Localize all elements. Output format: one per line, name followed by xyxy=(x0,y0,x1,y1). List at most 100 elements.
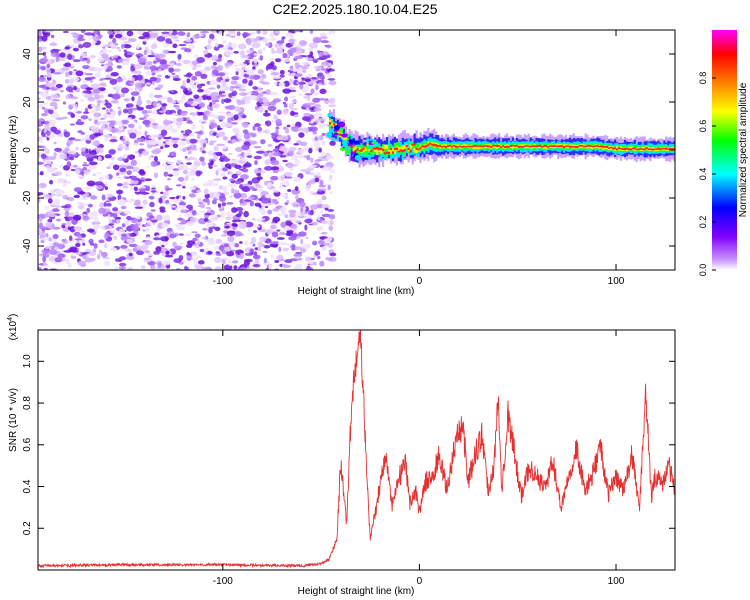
spectrogram-noise-cell xyxy=(284,221,293,226)
spectrogram-noise-cell xyxy=(276,109,282,115)
spectrogram-noise-cell xyxy=(184,175,189,182)
spectrogram-noise-cell xyxy=(106,193,114,198)
spectrogram-noise-cell xyxy=(42,256,46,263)
spectrogram-noise-cell xyxy=(270,37,276,42)
spectrogram-noise-cell xyxy=(77,118,82,124)
spectrogram-noise-cell xyxy=(152,70,159,74)
spectrogram-noise-cell xyxy=(95,147,104,154)
spectrogram-noise-cell xyxy=(221,92,229,96)
spectrogram-band-cell xyxy=(429,142,432,145)
spectrogram-noise-cell xyxy=(118,125,124,132)
spectrogram-noise-cell xyxy=(130,159,138,166)
spectrogram-noise-cell xyxy=(99,202,105,208)
spectrogram-noise-cell xyxy=(328,225,334,231)
spectrogram-noise-cell xyxy=(187,150,192,155)
spectrogram-noise-cell xyxy=(225,33,231,37)
spectrogram-noise-cell xyxy=(46,63,51,69)
spectrogram-band-cell xyxy=(327,113,332,118)
spectrogram-noise-cell xyxy=(212,61,217,66)
spectrogram-noise-cell xyxy=(216,84,221,89)
spectrogram-band-cell xyxy=(362,147,365,150)
spectrogram-noise-cell xyxy=(213,46,220,51)
spectrogram-noise-cell xyxy=(302,70,307,73)
spectrogram-noise-cell xyxy=(252,264,261,268)
spectrogram-noise-cell xyxy=(47,119,57,126)
spectrogram-noise-cell xyxy=(231,223,238,227)
spectrogram-noise-cell xyxy=(181,180,186,187)
spectrogram-noise-cell xyxy=(102,46,106,49)
spectrogram-noise-cell xyxy=(65,86,74,92)
spectrogram-noise-cell xyxy=(186,252,191,256)
spectrogram-noise-cell xyxy=(165,38,172,44)
spectrogram-noise-cell xyxy=(254,131,263,135)
spectrogram-xtick-label: -100 xyxy=(213,276,233,287)
spectrogram-noise-cell xyxy=(145,60,149,67)
spectrogram-noise-cell xyxy=(80,131,85,135)
spectrogram-band-cell xyxy=(333,125,341,131)
spectrogram-noise-cell xyxy=(187,156,196,161)
spectrogram-noise-cell xyxy=(98,207,106,215)
spectrogram-noise-cell xyxy=(253,230,258,233)
spectrogram-noise-cell xyxy=(327,208,335,212)
spectrogram-noise-cell xyxy=(114,42,119,46)
spectrogram-noise-cell xyxy=(259,92,264,96)
spectrogram-noise-cell xyxy=(45,80,49,84)
spectrogram-noise-cell xyxy=(53,141,57,145)
spectrogram-band-cell xyxy=(667,148,670,150)
spectrogram-noise-cell xyxy=(172,168,180,171)
spectrogram-noise-cell xyxy=(139,241,145,244)
spectrogram-band-cell xyxy=(651,148,654,151)
spectrogram-band-cell xyxy=(356,148,359,151)
spectrogram-noise-cell xyxy=(197,88,205,93)
spectrogram-band-cell xyxy=(341,140,350,146)
spectrogram-noise-cell xyxy=(75,70,84,77)
spectrogram-noise-cell xyxy=(162,191,169,197)
snr-ytick-label: 1.0 xyxy=(22,354,33,368)
spectrogram-noise-cell xyxy=(274,81,278,86)
spectrogram-noise-cell xyxy=(243,133,251,140)
spectrogram-band-cell xyxy=(349,141,354,144)
spectrogram-noise-cell xyxy=(121,93,126,98)
spectrogram-noise-cell xyxy=(240,220,245,224)
spectrogram-band-cell xyxy=(592,145,595,148)
spectrogram-noise-cell xyxy=(169,230,175,235)
spectrogram-noise-cell xyxy=(239,62,244,66)
spectrogram-noise-cell xyxy=(294,159,301,165)
spectrogram-band-cell xyxy=(338,126,341,135)
spectrogram-noise-cell xyxy=(294,246,302,250)
spectrogram-noise-cell xyxy=(241,83,246,90)
spectrogram-noise-cell xyxy=(295,194,299,200)
spectrogram-band-cell xyxy=(631,147,634,150)
spectrogram-band-cell xyxy=(625,147,629,150)
spectrogram-noise-cell xyxy=(169,151,177,157)
spectrogram-noise-cell xyxy=(78,230,87,233)
spectrogram-noise-cell xyxy=(223,243,230,248)
spectrogram-band-cell xyxy=(596,144,599,147)
spectrogram-noise-cell xyxy=(165,250,170,255)
spectrogram-noise-cell xyxy=(41,92,49,98)
spectrogram-noise-cell xyxy=(81,170,85,176)
spectrogram-noise-cell xyxy=(38,152,41,159)
spectrogram-noise-cell xyxy=(322,242,330,246)
spectrogram-band-cell xyxy=(657,147,660,150)
spectrogram-noise-cell xyxy=(83,161,87,165)
spectrogram-noise-cell xyxy=(44,245,52,249)
spectrogram-noise-cell xyxy=(85,148,89,154)
spectrogram-noise-cell xyxy=(163,171,169,177)
spectrogram-noise-cell xyxy=(136,138,146,143)
spectrogram-noise-cell xyxy=(249,200,254,207)
spectrogram-noise-cell xyxy=(50,34,55,39)
spectrogram-band-cell xyxy=(480,145,483,147)
spectrogram-noise-cell xyxy=(191,210,197,216)
spectrogram-band-cell xyxy=(387,140,391,152)
spectrogram-noise-cell xyxy=(70,113,76,118)
spectrogram-noise-cell xyxy=(151,52,155,56)
spectrogram-noise-cell xyxy=(216,143,226,147)
spectrogram-noise-cell xyxy=(160,32,169,38)
spectrogram-noise-cell xyxy=(92,88,101,94)
spectrogram-noise-cell xyxy=(143,257,152,263)
spectrogram-noise-cell xyxy=(143,217,147,221)
snr-line xyxy=(38,330,675,569)
spectrogram-noise-cell xyxy=(69,235,73,241)
spectrogram-noise-cell xyxy=(308,164,317,168)
